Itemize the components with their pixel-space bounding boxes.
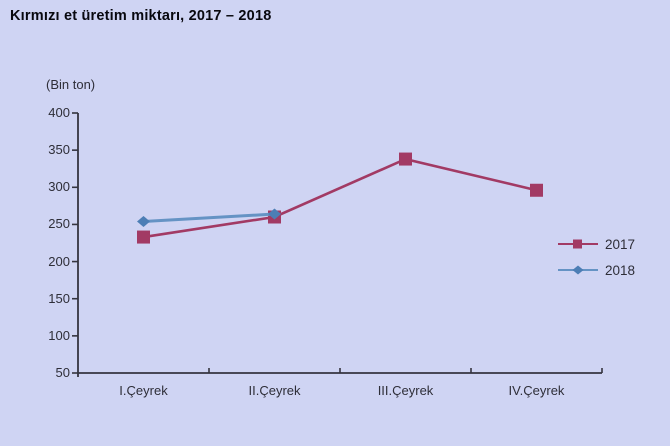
series-2017-marker bbox=[399, 152, 412, 166]
legend-item-2017: 2017 bbox=[558, 231, 635, 257]
y-tick-label: 50 bbox=[55, 365, 70, 380]
legend-marker-diamond-icon bbox=[558, 265, 598, 275]
series-2017-line bbox=[143, 157, 537, 239]
legend-item-2018: 2018 bbox=[558, 257, 635, 283]
y-tick-label: 400 bbox=[48, 105, 70, 120]
y-tick-label: 200 bbox=[48, 253, 70, 269]
series-2017-marker bbox=[530, 183, 543, 197]
legend: 2017 2018 bbox=[558, 231, 635, 283]
y-tick-label: 350 bbox=[48, 142, 70, 158]
series-2018-marker bbox=[137, 215, 150, 227]
legend-label: 2017 bbox=[605, 236, 636, 252]
x-category-label: IV.Çeyrek bbox=[508, 383, 565, 398]
legend-label: 2018 bbox=[605, 262, 636, 278]
series-2018-marker bbox=[268, 208, 281, 220]
y-tick-label: 300 bbox=[48, 179, 70, 195]
y-tick-label: 250 bbox=[48, 216, 70, 232]
x-category-label: III.Çeyrek bbox=[377, 383, 434, 398]
y-axis-unit-label: (Bin ton) bbox=[46, 77, 96, 92]
chart-title: Kırmızı et üretim miktarı, 2017 – 2018 bbox=[10, 8, 272, 24]
y-tick-label: 150 bbox=[48, 290, 70, 306]
series-2018-line bbox=[143, 212, 275, 223]
x-category-label: I.Çeyrek bbox=[119, 383, 168, 398]
legend-marker-square-icon bbox=[558, 239, 598, 249]
y-tick-label: 100 bbox=[48, 327, 70, 343]
x-category-label: II.Çeyrek bbox=[248, 383, 301, 398]
series-2017-marker bbox=[137, 230, 150, 244]
